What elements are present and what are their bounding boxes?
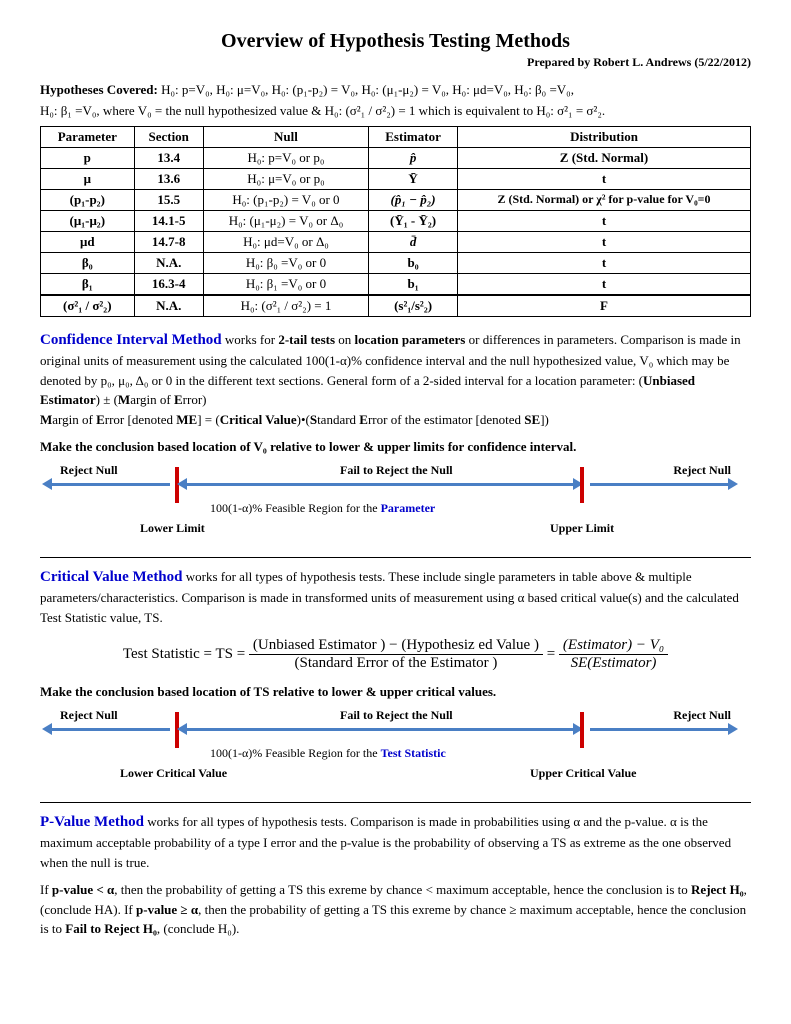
th-estimator: Estimator xyxy=(369,126,458,147)
table-row: β₀N.A.H₀: β₀ =V₀ or 0b₀t xyxy=(41,252,751,273)
pv-section: P-Value Method works for all types of hy… xyxy=(40,811,751,873)
me-line: Margin of Error [denoted ME] = (Critical… xyxy=(40,412,549,427)
methods-table: Parameter Section Null Estimator Distrib… xyxy=(40,126,751,317)
table-row: (p₁-p₂)15.5H₀: (p₁-p₂) = V₀ or 0(p̂₁ − p… xyxy=(41,189,751,210)
table-row: (σ²₁ / σ²₂)N.A.H₀: (σ²₁ / σ²₂) = 1(s²₁/s… xyxy=(41,295,751,317)
table-row: β₁16.3-4H₀: β₁ =V₀ or 0b₁t xyxy=(41,273,751,295)
cv-diagram: Reject Null Fail to Reject the Null Reje… xyxy=(40,710,751,790)
th-distribution: Distribution xyxy=(458,126,751,147)
th-section: Section xyxy=(134,126,203,147)
cv-title: Critical Value Method xyxy=(40,569,183,585)
pv-title: P-Value Method xyxy=(40,814,144,830)
table-row: (μ₁-μ₂)14.1-5H₀: (μ₁-μ₂) = V₀ or Δ₀(Ȳ₁ -… xyxy=(41,210,751,231)
cv-section: Critical Value Method works for all type… xyxy=(40,566,751,628)
ci-diagram: Reject Null Fail to Reject the Null Reje… xyxy=(40,465,751,545)
hypotheses-covered: Hypotheses Covered: H₀: p=V₀, H₀: μ=V₀, … xyxy=(40,80,751,122)
pv-conclusion: If p-value < α, then the probability of … xyxy=(40,880,751,939)
table-header-row: Parameter Section Null Estimator Distrib… xyxy=(41,126,751,147)
table-row: μd14.7-8H₀: μd=V₀ or Δ₀d̄t xyxy=(41,231,751,252)
table-row: p13.4H₀: p=V₀ or p₀p̂Z (Std. Normal) xyxy=(41,147,751,168)
th-parameter: Parameter xyxy=(41,126,135,147)
cv-conclusion: Make the conclusion based location of TS… xyxy=(40,682,751,702)
ci-section: Confidence Interval Method works for 2-t… xyxy=(40,329,751,430)
separator xyxy=(40,557,751,558)
ci-conclusion: Make the conclusion based location of V₀… xyxy=(40,437,751,457)
th-null: Null xyxy=(203,126,368,147)
author-line: Prepared by Robert L. Andrews (5/22/2012… xyxy=(40,55,751,70)
table-row: μ13.6H₀: μ=V₀ or p₀Ȳt xyxy=(41,168,751,189)
page-title: Overview of Hypothesis Testing Methods xyxy=(40,30,751,53)
ci-title: Confidence Interval Method xyxy=(40,332,222,348)
hyp-text1: H₀: p=V₀, H₀: μ=V₀, H₀: (p₁-p₂) = V₀, H₀… xyxy=(161,82,574,97)
hyp-text2: H₀: β₁ =V₀, where V₀ = the null hypothes… xyxy=(40,103,605,118)
separator xyxy=(40,802,751,803)
hyp-label: Hypotheses Covered: xyxy=(40,82,158,97)
ts-formula: Test Statistic = TS = (Unbiased Estimato… xyxy=(40,637,751,672)
